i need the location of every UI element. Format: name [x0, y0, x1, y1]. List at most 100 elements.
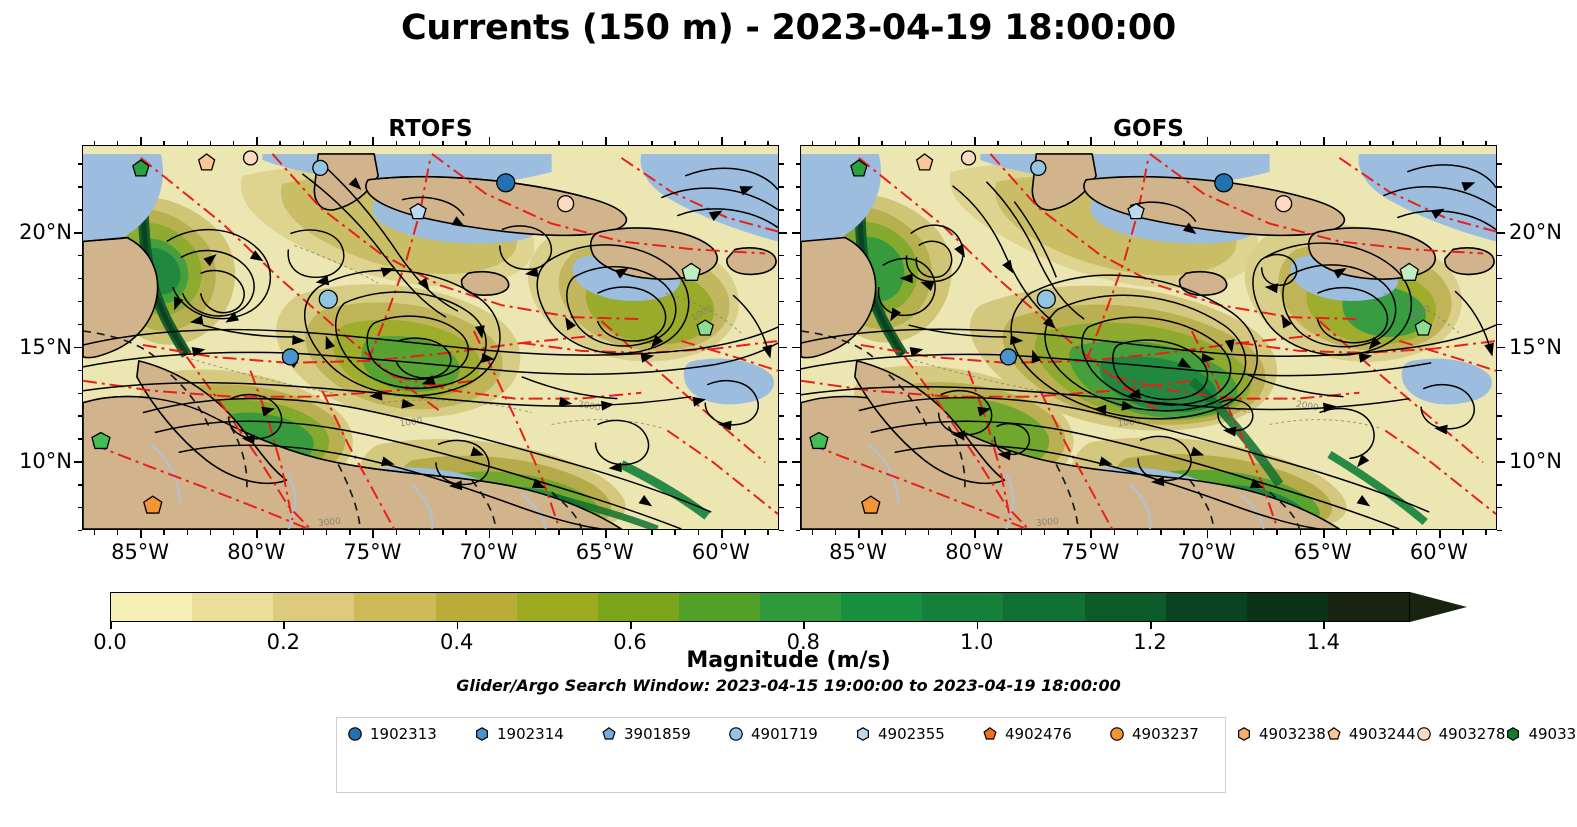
xtick-label-0-2: 75°W	[343, 540, 402, 564]
legend-entry-4902355[interactable]: 4902355	[855, 723, 982, 745]
ytick-minor-r-0-11	[779, 438, 784, 440]
ytick-minor-r-0-9	[779, 484, 784, 486]
xtick-minor-0--59	[744, 530, 746, 535]
xtick-minor-top-0--78	[302, 140, 305, 145]
xtick-minor-0--68	[535, 530, 537, 535]
xtick-top-1-1	[974, 137, 977, 145]
colorbar-tick-2	[456, 622, 459, 629]
colorbar-tick-label-4: 0.8	[786, 630, 821, 654]
xtick-major-0-4	[604, 530, 607, 538]
xtick-minor-1--83	[904, 530, 906, 535]
ytick-minor-0-8	[77, 507, 82, 509]
xtick-minor-0--73	[418, 530, 421, 535]
legend-entry-4903237[interactable]: 4903237	[1109, 723, 1236, 745]
hexagon-marker-icon	[855, 726, 871, 742]
xtick-major-1-0	[858, 530, 860, 538]
xtick-minor-top-0--76	[349, 140, 351, 145]
xtick-minor-top-1--59	[1462, 140, 1464, 145]
xtick-label-1-4: 65°W	[1293, 540, 1352, 564]
legend-label: 1902313	[370, 725, 437, 743]
ytick-minor-r-1-13	[1497, 392, 1502, 394]
ytick-minor-1-22	[795, 186, 800, 188]
ytick-minor-r-0-19	[779, 255, 784, 257]
ytick-minor-1-16	[795, 323, 800, 326]
legend-entry-4903238[interactable]: 4903238	[1236, 723, 1326, 745]
legend-entry-4903354[interactable]: 4903354	[1505, 723, 1577, 745]
xtick-top-0-1	[256, 137, 259, 145]
colorbar-band-15	[1327, 593, 1409, 621]
xtick-minor-top-0--61	[697, 140, 700, 145]
ytick-minor-r-1-11	[1497, 438, 1502, 440]
xtick-minor-top-0--79	[279, 140, 281, 145]
map-panel-rtofs[interactable]: 1000 2000 3000 1000	[82, 145, 779, 530]
ytick-label-left-2: 20°N	[19, 220, 72, 245]
xtick-top-0-0	[140, 137, 142, 145]
hexagon-marker-icon	[1236, 726, 1252, 742]
ytick-right-0-0	[779, 461, 787, 464]
ytick-minor-0-21	[77, 209, 82, 211]
legend-label: 4901719	[751, 725, 818, 743]
legend-entry-1902313[interactable]: 1902313	[347, 723, 474, 745]
colorbar-band-1	[192, 593, 274, 621]
ytick-minor-0-7	[77, 530, 82, 532]
ytick-right-1-1	[1497, 346, 1505, 349]
xtick-minor-top-0--62	[674, 140, 676, 145]
ytick-minor-1-8	[795, 507, 800, 509]
float-markers-gofs	[809, 150, 1432, 514]
xtick-minor-top-0--66	[581, 140, 583, 145]
xtick-minor-0--78	[302, 530, 305, 535]
colorbar-bands	[110, 592, 1410, 622]
map-panel-gofs[interactable]: 1000 2000 3000 1000	[800, 145, 1497, 530]
ytick-minor-0-13	[77, 392, 82, 394]
legend-entry-4903244[interactable]: 4903244	[1326, 723, 1416, 745]
xtick-minor-1--71	[1183, 530, 1185, 535]
legend-entry-1902314[interactable]: 1902314	[474, 723, 601, 745]
colorbar-tick-label-5: 1.0	[959, 630, 994, 654]
xtick-minor-1--81	[951, 530, 953, 535]
ytick-minor-1-17	[795, 300, 800, 303]
panel-title-rtofs: RTOFS	[388, 116, 473, 142]
xtick-minor-0--58	[767, 530, 769, 535]
colorbar[interactable]: 0.0 0.2 0.4 0.6 0.8 1.0 1.2 1.4	[93, 592, 1467, 654]
xtick-minor-top-1--68	[1253, 140, 1255, 145]
legend-entry-3901859[interactable]: 3901859	[601, 723, 728, 745]
xtick-minor-top-0--81	[233, 140, 235, 145]
xtick-minor-1--86	[834, 530, 837, 535]
ytick-minor-r-0-8	[779, 507, 784, 509]
ytick-minor-r-0-12	[779, 415, 784, 417]
xtick-minor-0--76	[349, 530, 351, 535]
colorbar-band-14	[1246, 593, 1328, 621]
ytick-minor-r-1-8	[1497, 507, 1502, 509]
xtick-label-0-4: 65°W	[575, 540, 634, 564]
xtick-top-1-4	[1322, 137, 1325, 145]
ytick-minor-1-19	[795, 255, 800, 257]
ytick-minor-r-1-9	[1497, 484, 1502, 486]
legend-entry-4901719[interactable]: 4901719	[728, 723, 855, 745]
xtick-minor-1--67	[1276, 530, 1278, 535]
legend-label: 1902314	[497, 725, 564, 743]
xtick-label-1-0: 85°W	[829, 540, 888, 564]
colorbar-tick-label-6: 1.2	[1133, 630, 1167, 654]
ytick-minor-r-1-16	[1497, 323, 1502, 326]
xtick-minor-0--64	[627, 530, 630, 535]
xtick-minor-top-1--87	[811, 140, 813, 145]
legend-label: 4902355	[878, 725, 945, 743]
xtick-minor-1--87	[811, 530, 813, 535]
colorbar-band-10	[922, 593, 1004, 621]
xtick-minor-top-1--74	[1113, 140, 1116, 145]
legend-label: 4903244	[1348, 725, 1416, 743]
legend-label: 4903237	[1132, 725, 1199, 743]
map-canvas-gofs: 1000 2000 3000 1000	[801, 146, 1496, 529]
legend-entry-4902476[interactable]: 4902476	[982, 723, 1109, 745]
xtick-minor-top-0--59	[744, 140, 746, 145]
xtick-minor-0--61	[697, 530, 700, 535]
ytick-major-1-0	[792, 461, 800, 464]
ytick-major-0-1	[74, 346, 82, 349]
legend-entry-4903278[interactable]: 4903278	[1416, 723, 1505, 745]
xtick-minor-1--72	[1160, 530, 1162, 535]
xtick-minor-1--64	[1345, 530, 1348, 535]
xtick-minor-1--82	[927, 530, 930, 535]
hexagon-marker-icon	[474, 726, 490, 742]
xtick-minor-1--78	[1020, 530, 1023, 535]
circle-marker-icon	[728, 726, 744, 742]
